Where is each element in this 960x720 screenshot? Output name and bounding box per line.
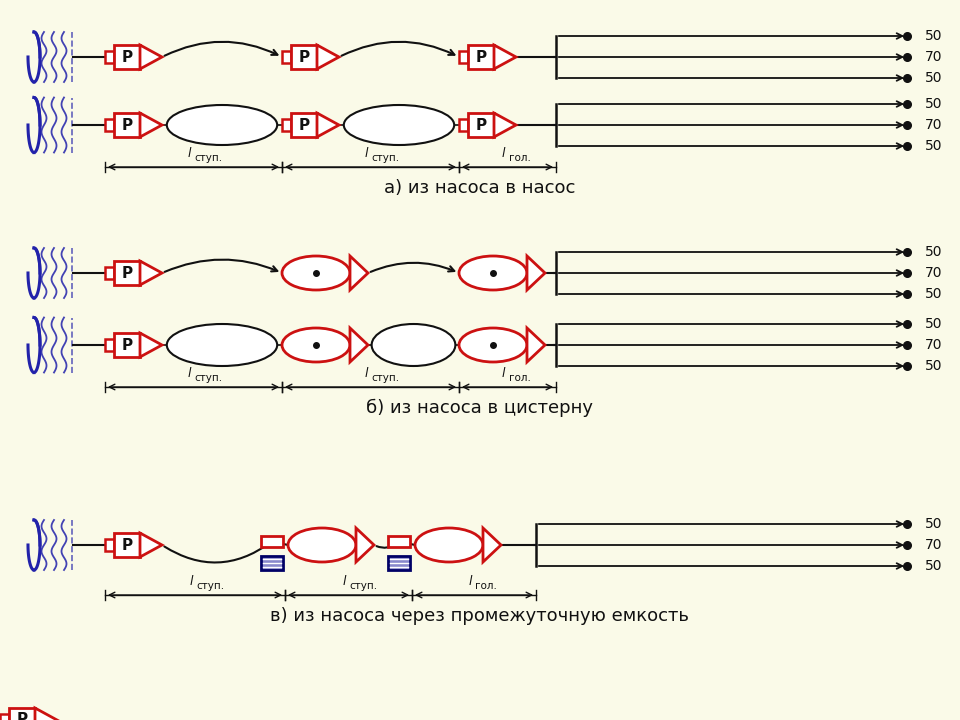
- Bar: [261, 536, 283, 547]
- Text: 70: 70: [925, 50, 943, 64]
- Text: ступ.: ступ.: [372, 373, 399, 383]
- Ellipse shape: [167, 105, 277, 145]
- Bar: [291, 113, 317, 137]
- Text: ступ.: ступ.: [372, 153, 399, 163]
- Text: в) из насоса через промежуточную емкость: в) из насоса через промежуточную емкость: [271, 607, 689, 625]
- Text: l: l: [188, 147, 191, 160]
- Polygon shape: [483, 528, 501, 562]
- Bar: [291, 45, 317, 69]
- Text: P: P: [299, 117, 309, 132]
- Polygon shape: [527, 256, 545, 290]
- Ellipse shape: [415, 528, 483, 562]
- Bar: [468, 45, 494, 69]
- Text: l: l: [502, 147, 506, 160]
- Text: l: l: [468, 575, 472, 588]
- Polygon shape: [140, 45, 162, 69]
- Ellipse shape: [372, 324, 455, 366]
- Text: гол.: гол.: [475, 581, 497, 591]
- Text: б) из насоса в цистерну: б) из насоса в цистерну: [367, 399, 593, 418]
- Bar: [0, 714, 9, 720]
- Text: гол.: гол.: [509, 373, 530, 383]
- Bar: [114, 333, 140, 357]
- Text: ступ.: ступ.: [195, 373, 223, 383]
- Ellipse shape: [288, 528, 356, 562]
- Ellipse shape: [459, 328, 527, 362]
- Polygon shape: [140, 113, 162, 137]
- Text: 70: 70: [925, 538, 943, 552]
- Bar: [105, 339, 114, 351]
- Bar: [114, 45, 140, 69]
- Polygon shape: [35, 708, 57, 720]
- Bar: [105, 51, 114, 63]
- Text: P: P: [475, 50, 487, 65]
- Polygon shape: [140, 261, 162, 285]
- Bar: [459, 51, 468, 63]
- Text: 50: 50: [925, 97, 943, 111]
- Ellipse shape: [167, 324, 277, 366]
- Polygon shape: [494, 45, 516, 69]
- Bar: [388, 536, 410, 547]
- Polygon shape: [350, 256, 368, 290]
- Text: ступ.: ступ.: [349, 581, 377, 591]
- Text: 50: 50: [925, 139, 943, 153]
- Text: l: l: [188, 367, 191, 380]
- Polygon shape: [317, 45, 339, 69]
- Text: 50: 50: [925, 517, 943, 531]
- Text: а) из насоса в насос: а) из насоса в насос: [384, 179, 576, 197]
- Text: P: P: [121, 266, 132, 281]
- Text: l: l: [365, 147, 369, 160]
- Text: P: P: [16, 713, 28, 720]
- Polygon shape: [356, 528, 374, 562]
- Text: 50: 50: [925, 29, 943, 43]
- Bar: [468, 113, 494, 137]
- Polygon shape: [317, 113, 339, 137]
- Text: P: P: [121, 338, 132, 353]
- Bar: [459, 119, 468, 131]
- Text: ступ.: ступ.: [195, 153, 223, 163]
- Text: P: P: [299, 50, 309, 65]
- Bar: [9, 708, 35, 720]
- Text: P: P: [121, 50, 132, 65]
- Bar: [282, 119, 291, 131]
- Bar: [282, 51, 291, 63]
- Text: гол.: гол.: [509, 153, 530, 163]
- Text: l: l: [189, 575, 193, 588]
- Bar: [105, 267, 114, 279]
- Polygon shape: [140, 533, 162, 557]
- Bar: [388, 556, 410, 570]
- Polygon shape: [527, 328, 545, 362]
- Text: 50: 50: [925, 559, 943, 573]
- Bar: [105, 539, 114, 551]
- Text: P: P: [475, 117, 487, 132]
- Ellipse shape: [344, 105, 454, 145]
- Text: P: P: [121, 538, 132, 552]
- Text: 50: 50: [925, 71, 943, 85]
- Ellipse shape: [282, 256, 350, 290]
- Text: 70: 70: [925, 118, 943, 132]
- Text: 70: 70: [925, 338, 943, 352]
- Bar: [261, 556, 283, 570]
- Text: 50: 50: [925, 317, 943, 331]
- Polygon shape: [140, 333, 162, 357]
- Polygon shape: [494, 113, 516, 137]
- Bar: [114, 261, 140, 285]
- Text: l: l: [365, 367, 369, 380]
- Text: l: l: [343, 575, 347, 588]
- Ellipse shape: [282, 328, 350, 362]
- Text: ступ.: ступ.: [196, 581, 224, 591]
- Text: P: P: [121, 117, 132, 132]
- Text: 50: 50: [925, 245, 943, 259]
- Bar: [114, 113, 140, 137]
- Ellipse shape: [459, 256, 527, 290]
- Bar: [105, 119, 114, 131]
- Text: 50: 50: [925, 359, 943, 373]
- Text: 50: 50: [925, 287, 943, 301]
- Bar: [114, 533, 140, 557]
- Polygon shape: [350, 328, 368, 362]
- Text: l: l: [502, 367, 506, 380]
- Text: 70: 70: [925, 266, 943, 280]
